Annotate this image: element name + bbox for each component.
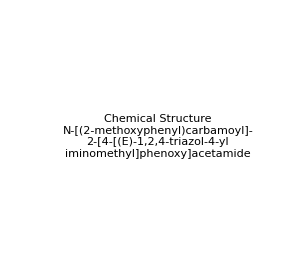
Text: Chemical Structure
N-[(2-methoxyphenyl)carbamoyl]-
2-[4-[(E)-1,2,4-triazol-4-yl
: Chemical Structure N-[(2-methoxyphenyl)c…: [63, 114, 253, 159]
